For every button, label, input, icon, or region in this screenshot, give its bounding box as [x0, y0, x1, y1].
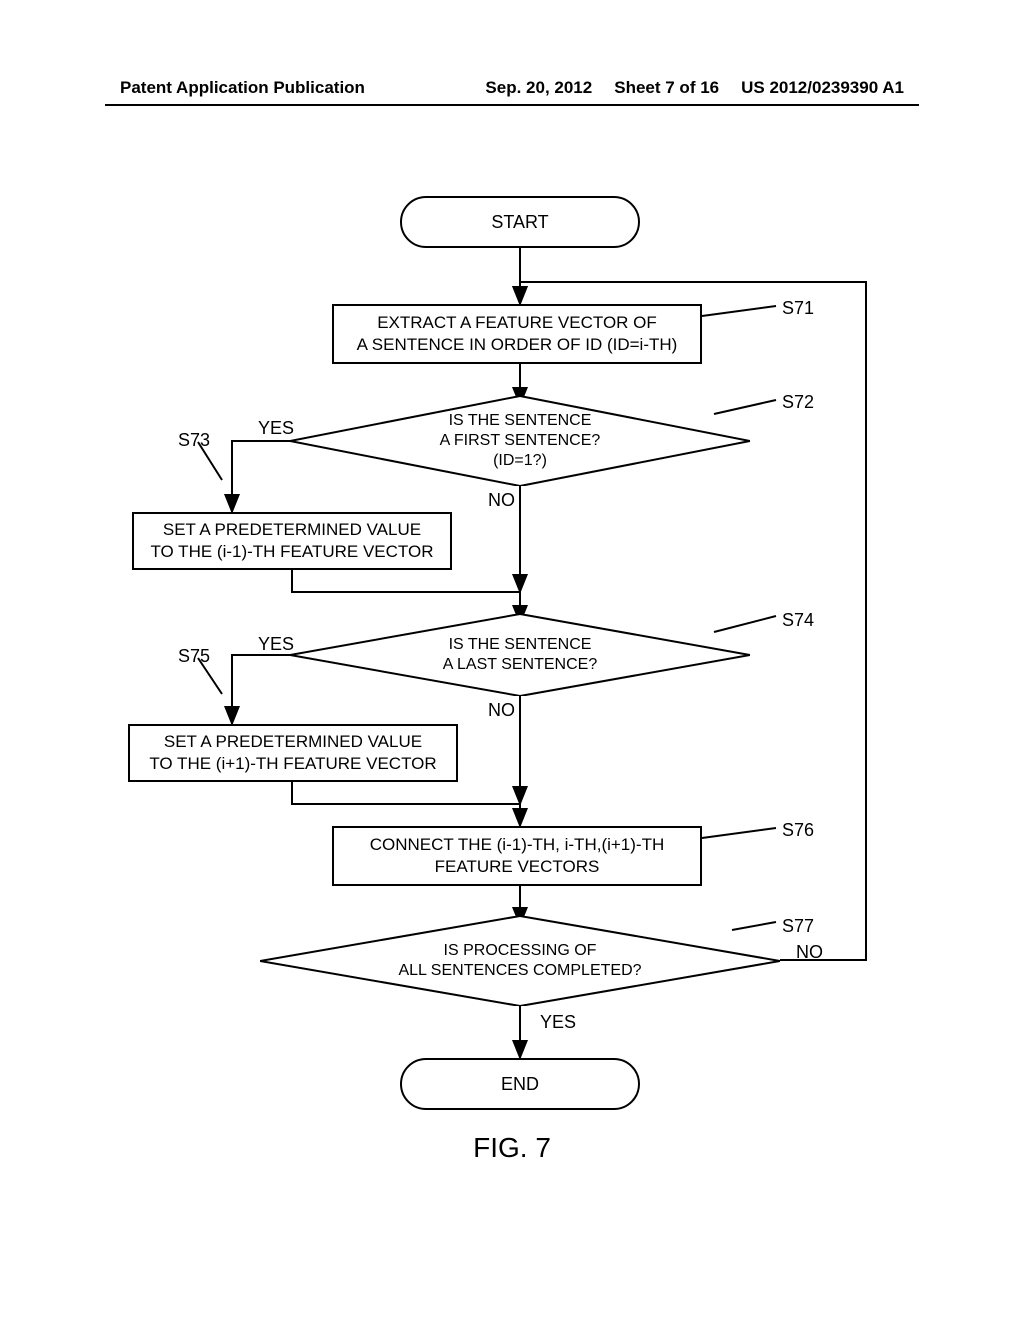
header-sheet: Sheet 7 of 16 [614, 78, 719, 98]
page-header: Patent Application Publication Sep. 20, … [0, 78, 1024, 98]
decision-s74: IS THE SENTENCEA LAST SENTENCE? [290, 614, 750, 696]
label-yes77: YES [540, 1012, 576, 1033]
header-date: Sep. 20, 2012 [485, 78, 592, 98]
terminal-start: START [400, 196, 640, 248]
label-s77_lbl: S77 [782, 916, 814, 937]
label-no77: NO [796, 942, 823, 963]
process-s75: SET A PREDETERMINED VALUETO THE (i+1)-TH… [128, 724, 458, 782]
label-s71_lbl: S71 [782, 298, 814, 319]
label-s74_lbl: S74 [782, 610, 814, 631]
header-docnum: US 2012/0239390 A1 [741, 78, 904, 98]
header-right: Sep. 20, 2012 Sheet 7 of 16 US 2012/0239… [485, 78, 904, 98]
label-s76_lbl: S76 [782, 820, 814, 841]
flowchart: START EXTRACT A FEATURE VECTOR OFA SENTEN… [0, 196, 1024, 1196]
page: Patent Application Publication Sep. 20, … [0, 0, 1024, 1320]
label-no72: NO [488, 490, 515, 511]
process-s71: EXTRACT A FEATURE VECTOR OFA SENTENCE IN… [332, 304, 702, 364]
label-s73_lbl: S73 [178, 430, 210, 451]
header-left: Patent Application Publication [120, 78, 365, 98]
decision-s72: IS THE SENTENCEA FIRST SENTENCE?(ID=1?) [290, 396, 750, 486]
process-s73: SET A PREDETERMINED VALUETO THE (i-1)-TH… [132, 512, 452, 570]
decision-s77: IS PROCESSING OFALL SENTENCES COMPLETED? [260, 916, 780, 1006]
process-s76: CONNECT THE (i-1)-TH, i-TH,(i+1)-THFEATU… [332, 826, 702, 886]
label-yes72: YES [258, 418, 294, 439]
label-yes74: YES [258, 634, 294, 655]
label-s75_lbl: S75 [178, 646, 210, 667]
terminal-end: END [400, 1058, 640, 1110]
header-rule [105, 104, 919, 106]
figure-caption: FIG. 7 [0, 1132, 1024, 1164]
label-no74: NO [488, 700, 515, 721]
label-s72_lbl: S72 [782, 392, 814, 413]
